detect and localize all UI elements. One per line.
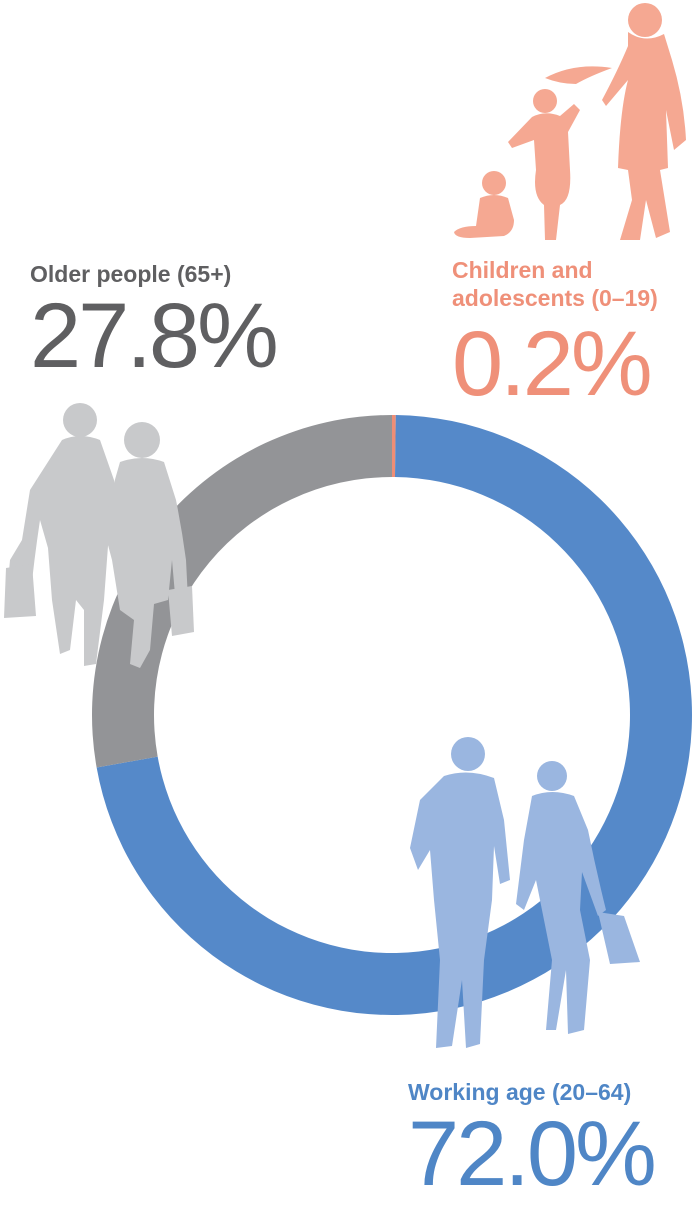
- older-people-label: Older people (65+): [30, 261, 232, 287]
- working-age-value: 72.0%: [408, 1103, 657, 1205]
- donut-slice-1: [392, 415, 396, 478]
- working-age-label: Working age (20–64): [408, 1079, 632, 1105]
- children-silhouette-icon: [454, 3, 686, 240]
- children-value: 0.2%: [452, 313, 653, 415]
- working-age-silhouette-icon: [410, 737, 640, 1048]
- children-label-line2: adolescents (0–19): [452, 285, 658, 311]
- older-people-silhouette-icon: [4, 403, 194, 668]
- children-label-line1: Children and: [452, 257, 593, 283]
- older-people-value: 27.8%: [30, 285, 279, 387]
